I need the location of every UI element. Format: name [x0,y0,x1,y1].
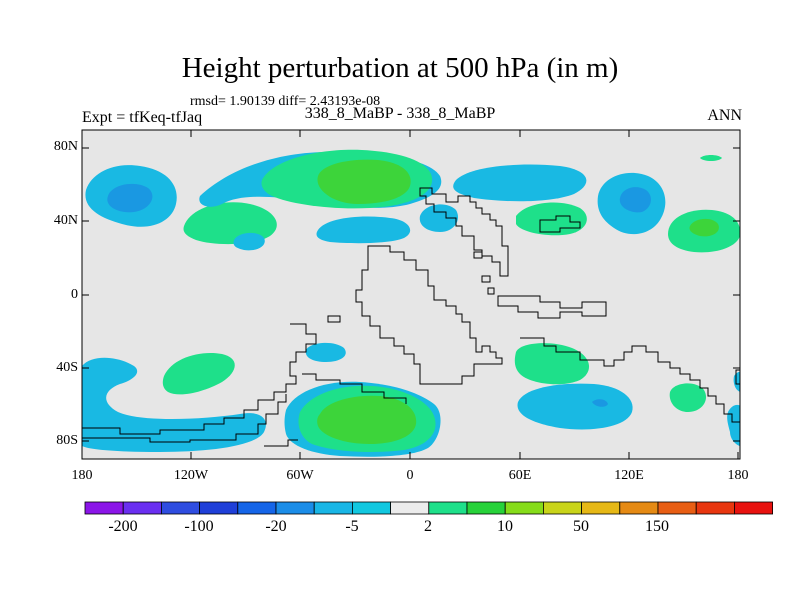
colorbar-swatch [390,501,430,515]
negative-anomaly-region [316,216,411,244]
lon-tick-label: 120W [173,468,209,483]
colorbar-tick-label: 2 [424,518,432,535]
lat-tick-label: 80S [56,433,78,448]
colorbar-swatch [122,501,162,515]
colorbar-swatch [275,501,315,515]
coastline [419,187,509,277]
lon-tick-label: 60W [286,468,314,483]
colorbar-swatch [351,501,391,515]
coastline [497,295,607,319]
colorbar-swatch [160,501,200,515]
coastline [539,215,581,233]
colorbar-swatch [504,501,544,515]
colorbar-tick-label: -5 [345,518,359,535]
negative-anomaly-center [107,183,153,213]
coastline [355,245,503,385]
colorbar-swatch [734,501,774,515]
axis-ticks [81,130,740,459]
case-label: 338_8_MaBP - 338_8_MaBP [304,105,496,122]
colorbar-swatch [581,501,621,515]
lon-tick-label: 120E [614,468,644,483]
coastline [327,315,341,323]
coastline [520,337,740,423]
positive-anomaly-region [700,155,722,161]
colorbar-tick-label: -20 [265,518,287,535]
colorbar-tick-label: 150 [645,518,669,535]
lon-tick-label: 60E [508,468,532,483]
positive-anomaly-region [516,202,587,236]
lon-tick-label: 0 [406,468,414,483]
positive-anomaly-region [669,383,707,412]
negative-anomaly-region [517,383,633,430]
colorbar-tick-label: -200 [108,518,138,535]
colorbar-tick-label: 10 [497,518,513,535]
colorbar-tick-label: 50 [573,518,589,535]
season-label: ANN [707,107,742,124]
coastline [82,323,317,435]
coastline-layer [82,187,740,447]
colorbar-swatch [428,501,468,515]
lat-tick-label: 40S [56,360,78,375]
negative-anomaly-region [453,164,587,202]
negative-anomaly-region [305,342,346,362]
positive-anomaly-center [317,159,411,204]
negative-anomaly-region [82,357,266,452]
colorbar-swatch [84,501,124,515]
colorbar [84,501,774,515]
colorbar-swatch [619,501,659,515]
colorbar-tick-label: -100 [184,518,214,535]
negative-anomaly-center [592,399,608,407]
coastline [473,251,483,259]
colorbar-swatch [695,501,735,515]
stats-label: rmsd= 1.90139 diff= 2.43193e-08 [190,94,381,109]
colorbar-swatch [543,501,583,515]
coastline [302,373,407,404]
coastline [735,369,740,385]
positive-anomaly-center [689,218,719,237]
coastline [487,287,495,295]
lon-tick-label: 180 [71,468,93,483]
coastline [481,275,491,283]
coastline [264,439,298,447]
negative-anomaly-region [727,405,740,446]
coastline [82,394,287,443]
colorbar-swatch [466,501,506,515]
colorbar-swatch [199,501,239,515]
negative-anomaly-region [733,371,740,392]
colorbar-swatch [313,501,353,515]
contour-fill-layer [82,149,740,457]
positive-anomaly-region [162,352,235,395]
plot-title: Height perturbation at 500 hPa (in m) [181,52,619,84]
negative-anomaly-region [419,204,459,232]
colorbar-swatch [657,501,697,515]
negative-anomaly-region [233,232,265,251]
lat-tick-label: 0 [71,287,78,302]
experiment-label: Expt = tfKeq-tfJaq [82,109,203,126]
lat-tick-label: 40N [53,213,78,228]
positive-anomaly-center [317,395,417,444]
positive-anomaly-region [514,343,590,385]
lat-tick-label: 80N [53,139,78,154]
negative-anomaly-center [619,187,651,213]
lon-tick-label: 180 [727,468,749,483]
colorbar-swatch [237,501,277,515]
